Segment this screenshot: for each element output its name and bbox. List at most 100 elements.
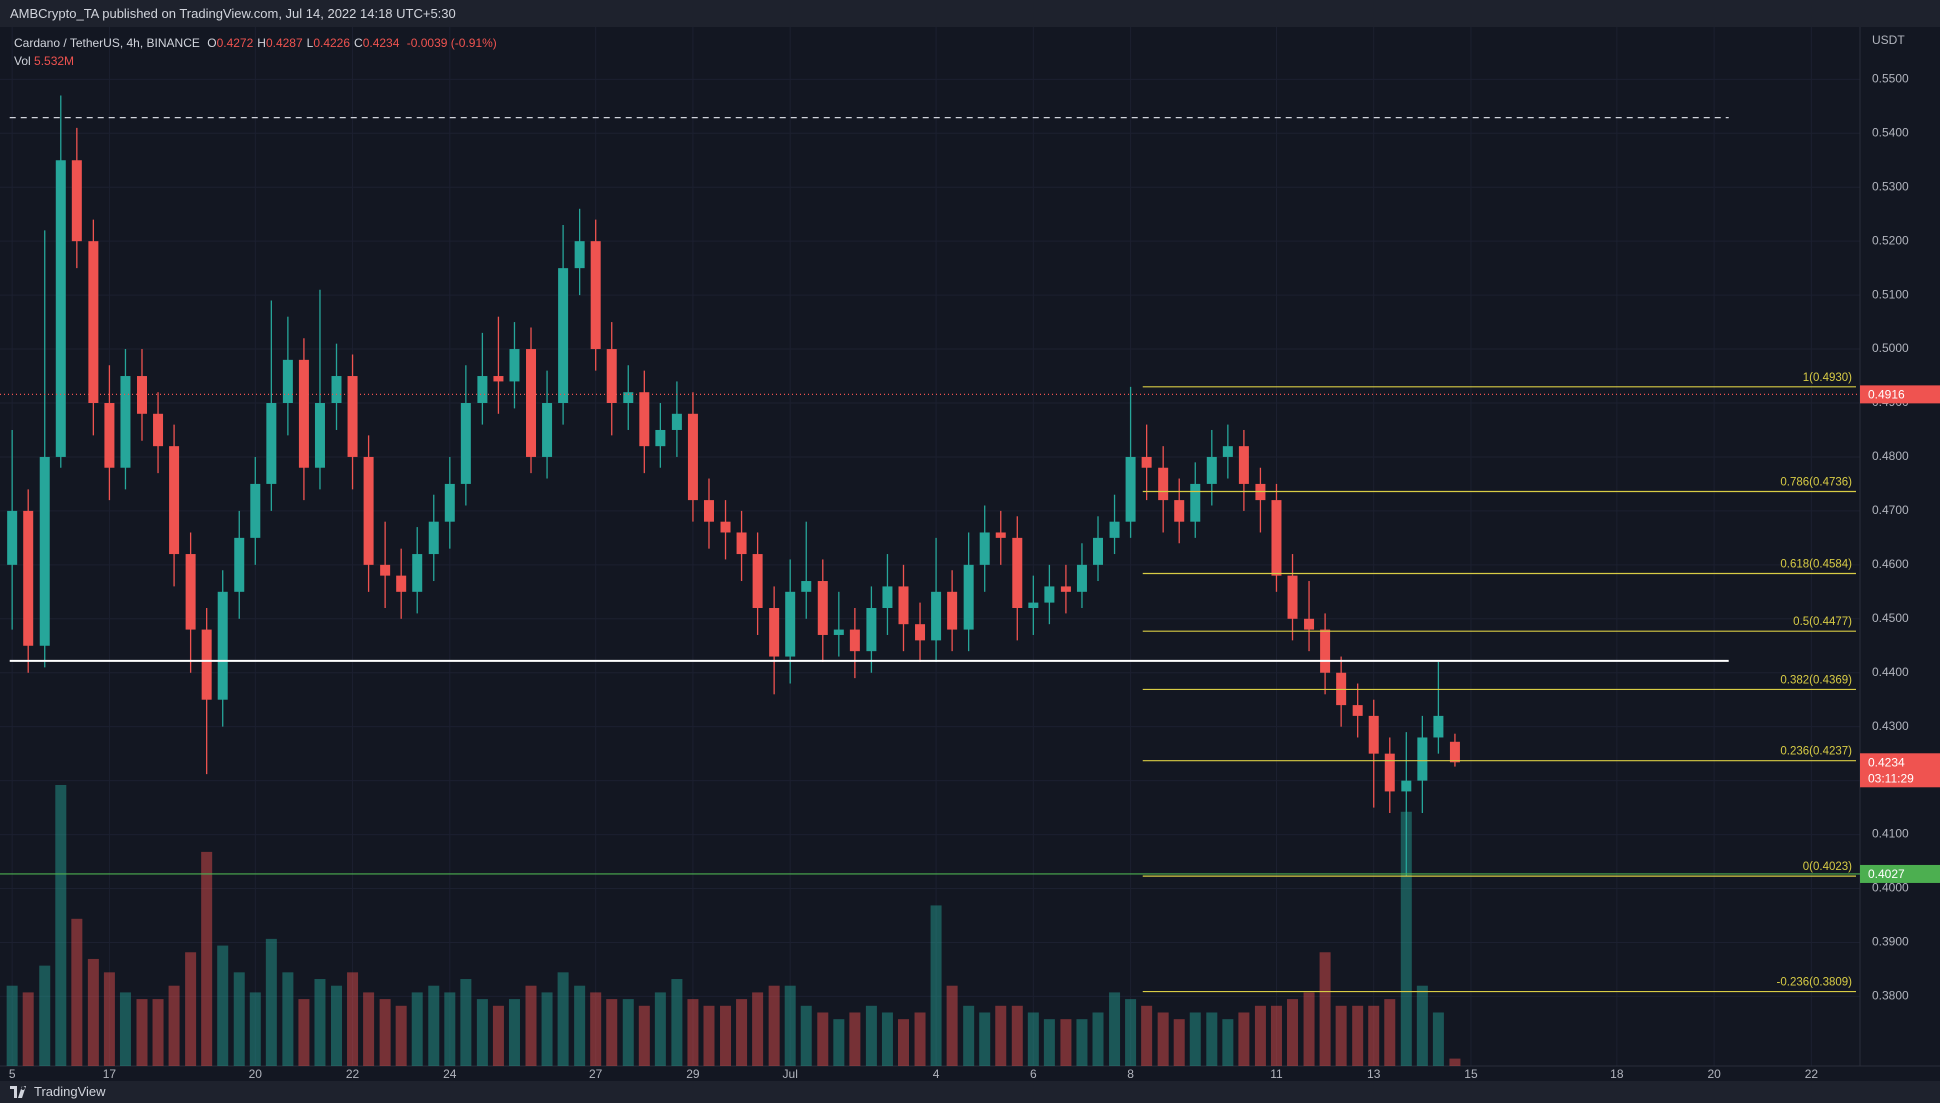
- candle-body: [542, 403, 553, 457]
- fib-label: 0.786(0.4736): [1780, 477, 1852, 489]
- volume-bar: [1432, 1012, 1444, 1066]
- volume-bar: [508, 999, 520, 1066]
- legend-row: Cardano / TetherUS, 4h, BINANCE O0.4272 H…: [14, 34, 497, 52]
- symbol[interactable]: Cardano / TetherUS, 4h, BINANCE: [14, 36, 200, 50]
- volume-bar: [1157, 1012, 1169, 1066]
- change: -0.0039 (-0.91%): [406, 36, 497, 50]
- volume-bar: [168, 985, 180, 1066]
- candle-body: [428, 521, 439, 555]
- candle-body: [460, 403, 471, 484]
- candle-body: [898, 586, 909, 625]
- candle-body: [266, 403, 277, 484]
- volume-bar: [865, 1005, 877, 1066]
- candle-body: [1384, 753, 1395, 792]
- volume-bar: [1270, 1005, 1282, 1066]
- x-tick-label: 13: [1367, 1067, 1381, 1081]
- candle-body: [1125, 456, 1136, 522]
- volume-bar: [1400, 811, 1412, 1066]
- volume-bar: [1368, 1005, 1380, 1066]
- candle-body: [1109, 521, 1120, 538]
- y-tick-label: 0.3800: [1872, 989, 1909, 1003]
- candle-body: [282, 359, 293, 404]
- candle-body: [88, 241, 99, 404]
- volume-bar: [574, 985, 586, 1066]
- volume-bar: [22, 992, 34, 1066]
- candle-body: [1401, 780, 1412, 792]
- candle-body: [574, 241, 585, 269]
- volume-bar: [914, 1012, 926, 1066]
- y-tick-label: 0.4000: [1872, 881, 1909, 895]
- footer: TradingView: [0, 1081, 1940, 1103]
- volume-bar: [314, 979, 326, 1066]
- candle-body: [1222, 446, 1233, 457]
- last-price-box: [1860, 753, 1940, 788]
- volume-bar: [428, 985, 440, 1066]
- x-tick-label: 22: [346, 1067, 360, 1081]
- volume-bar: [703, 1005, 715, 1066]
- candle-body: [1158, 467, 1169, 501]
- candle-body: [7, 510, 18, 565]
- candle-body: [801, 581, 812, 592]
- candle-body: [1060, 586, 1071, 592]
- volume-bar: [736, 999, 748, 1066]
- volume-bar: [476, 999, 488, 1066]
- candle-body: [915, 624, 926, 641]
- countdown: 03:11:29: [1868, 771, 1914, 785]
- candle-body: [606, 349, 617, 404]
- fib-label: 0(0.4023): [1803, 861, 1852, 873]
- candle-body: [298, 359, 309, 468]
- volume-bar: [103, 972, 115, 1066]
- volume-bar: [298, 999, 310, 1066]
- volume-bar: [55, 785, 67, 1066]
- candle-body: [185, 554, 196, 630]
- currency: USDT: [1872, 33, 1905, 47]
- candle-body: [979, 532, 990, 565]
- candle-body: [169, 446, 180, 555]
- ohlc-label: H: [257, 36, 266, 50]
- volume-bar: [136, 999, 148, 1066]
- volume-bar: [833, 1019, 845, 1066]
- fib-label: 1(0.4930): [1803, 372, 1852, 384]
- volume-bar: [1027, 1012, 1039, 1066]
- fib-label: 0.382(0.4369): [1780, 674, 1852, 686]
- y-tick-label: 0.5200: [1872, 233, 1909, 247]
- logo: [10, 1086, 26, 1098]
- volume-bar: [71, 918, 83, 1066]
- ohlc-value: 0.4272: [216, 36, 254, 50]
- candle-body: [849, 629, 860, 652]
- volume-bar: [217, 945, 229, 1066]
- volume-bar: [784, 985, 796, 1066]
- volume-bar: [881, 1012, 893, 1066]
- volume-bar: [557, 972, 569, 1066]
- brand[interactable]: TradingView: [34, 1084, 106, 1099]
- volume-bar: [347, 972, 359, 1066]
- candle-body: [785, 591, 796, 657]
- candle-body: [396, 575, 407, 592]
- volume-bar: [752, 992, 764, 1066]
- candle-body: [39, 456, 50, 646]
- price-label: 0.4027: [1868, 867, 1905, 881]
- candle-body: [623, 392, 634, 404]
- candle-body: [558, 268, 569, 404]
- x-tick-label: 20: [249, 1067, 263, 1081]
- x-tick-label: 8: [1127, 1067, 1134, 1081]
- header: AMBCrypto_TA published on TradingView.co…: [0, 0, 1940, 27]
- volume-label: Vol: [14, 54, 31, 68]
- candle-body: [153, 413, 164, 447]
- volume-bar: [363, 992, 375, 1066]
- candle-body: [201, 629, 212, 700]
- candle-body: [234, 537, 245, 592]
- volume-bar: [282, 972, 294, 1066]
- y-tick-label: 0.4400: [1872, 665, 1909, 679]
- candle-body: [1190, 483, 1201, 522]
- price-label-box: [1860, 385, 1940, 404]
- candle-body: [1044, 586, 1055, 603]
- volume-bar: [1222, 1019, 1234, 1066]
- ohlc-label: C: [354, 36, 363, 50]
- y-tick-label: 0.5100: [1872, 287, 1909, 301]
- volume-bar: [897, 1019, 909, 1066]
- ohlc-label: O: [207, 36, 217, 50]
- volume-bar: [687, 999, 699, 1066]
- candle-body: [477, 376, 488, 404]
